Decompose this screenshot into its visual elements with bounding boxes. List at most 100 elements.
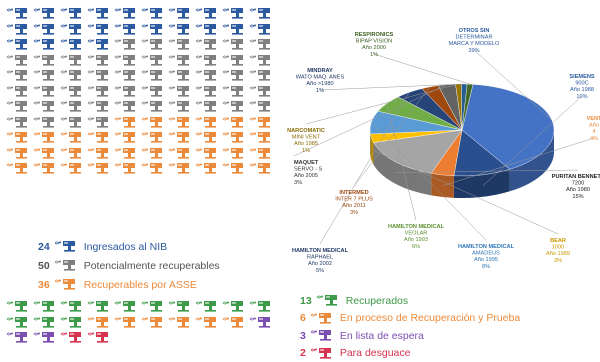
ventilator-icon bbox=[87, 69, 114, 83]
legend-label: Para desguace bbox=[340, 347, 411, 359]
ventilator-icon bbox=[195, 146, 222, 160]
ventilator-icon bbox=[168, 84, 195, 98]
ventilator-icon bbox=[310, 346, 337, 360]
ventilator-icon bbox=[114, 100, 141, 114]
ventilator-icon bbox=[141, 22, 168, 36]
ventilator-icon bbox=[222, 315, 249, 329]
ventilator-icon bbox=[60, 7, 87, 21]
ventilator-icon bbox=[114, 115, 141, 129]
ventilator-icon bbox=[195, 38, 222, 52]
ventilator-icon bbox=[60, 69, 87, 83]
ventilator-icon bbox=[60, 84, 87, 98]
legend-item: 2 Para desguace bbox=[300, 345, 520, 362]
ventilator-icon bbox=[141, 315, 168, 329]
ventilator-icon bbox=[141, 38, 168, 52]
ventilator-icon bbox=[141, 146, 168, 160]
ventilator-icon bbox=[60, 331, 87, 345]
ventilator-icon bbox=[249, 69, 276, 83]
ventilator-icon bbox=[310, 311, 337, 325]
ventilator-icon bbox=[6, 7, 33, 21]
legend-count: 2 bbox=[300, 347, 306, 359]
ventilator-icon bbox=[60, 315, 87, 329]
ventilator-icon bbox=[87, 38, 114, 52]
ventilator-icon bbox=[249, 162, 276, 176]
ventilator-icon bbox=[6, 331, 33, 345]
ventilator-icon bbox=[249, 7, 276, 21]
ventilator-icon bbox=[141, 84, 168, 98]
ventilator-icon bbox=[141, 100, 168, 114]
ventilator-icon bbox=[114, 69, 141, 83]
ventilator-icon bbox=[168, 115, 195, 129]
ventilator-icon bbox=[222, 38, 249, 52]
ventilator-icon bbox=[33, 100, 60, 114]
ventilator-icon bbox=[222, 69, 249, 83]
ventilator-icon bbox=[114, 162, 141, 176]
ventilator-icon bbox=[33, 162, 60, 176]
ventilator-icon bbox=[141, 115, 168, 129]
ventilator-icon bbox=[195, 69, 222, 83]
ventilator-icon bbox=[54, 259, 81, 273]
ventilator-icon bbox=[60, 100, 87, 114]
icon-row bbox=[6, 53, 284, 69]
ventilator-icon bbox=[222, 300, 249, 314]
ventilator-icon bbox=[168, 100, 195, 114]
ventilator-icon bbox=[141, 53, 168, 67]
legend-label: En lista de espera bbox=[340, 330, 424, 342]
ventilator-icon bbox=[168, 131, 195, 145]
legend-label: Ingresados al NIB bbox=[84, 241, 167, 253]
ventilator-icon bbox=[195, 300, 222, 314]
icon-row bbox=[6, 130, 284, 146]
ventilator-icon bbox=[222, 7, 249, 21]
ventilator-icon bbox=[249, 84, 276, 98]
ventilator-icon bbox=[60, 162, 87, 176]
ventilator-icon bbox=[222, 146, 249, 160]
ventilator-icon bbox=[168, 162, 195, 176]
icon-row bbox=[6, 115, 284, 131]
ventilator-icon bbox=[33, 22, 60, 36]
icon-row bbox=[6, 68, 284, 84]
ventilator-icon bbox=[6, 162, 33, 176]
ventilator-icon bbox=[114, 131, 141, 145]
legend-count: 13 bbox=[300, 295, 312, 307]
ventilator-icon bbox=[6, 22, 33, 36]
ventilator-icon bbox=[168, 315, 195, 329]
ventilator-icon bbox=[195, 84, 222, 98]
icon-row bbox=[6, 315, 276, 331]
ventilator-icon bbox=[33, 315, 60, 329]
ventilator-icon bbox=[114, 22, 141, 36]
ventilator-icon bbox=[249, 131, 276, 145]
ventilator-icon bbox=[141, 300, 168, 314]
ventilator-icon bbox=[249, 115, 276, 129]
icon-row bbox=[6, 22, 284, 38]
ventilator-icon bbox=[6, 315, 33, 329]
ventilator-icon bbox=[33, 331, 60, 345]
ventilator-icon bbox=[114, 146, 141, 160]
ventilator-icon bbox=[33, 53, 60, 67]
ventilator-icon bbox=[87, 146, 114, 160]
ventilator-icon bbox=[6, 100, 33, 114]
ventilator-icon bbox=[141, 131, 168, 145]
ventilator-icon bbox=[168, 7, 195, 21]
ventilator-icon bbox=[6, 38, 33, 52]
ventilator-icon bbox=[60, 22, 87, 36]
ventilator-icon bbox=[87, 22, 114, 36]
ventilator-icon bbox=[87, 315, 114, 329]
ventilator-icon bbox=[33, 38, 60, 52]
ventilator-icon bbox=[222, 22, 249, 36]
status-icon-grid bbox=[6, 299, 276, 346]
ventilator-icon bbox=[87, 162, 114, 176]
ventilator-icon bbox=[60, 131, 87, 145]
ventilator-icon bbox=[6, 131, 33, 145]
ventilator-icon bbox=[168, 300, 195, 314]
ventilator-icon bbox=[249, 38, 276, 52]
